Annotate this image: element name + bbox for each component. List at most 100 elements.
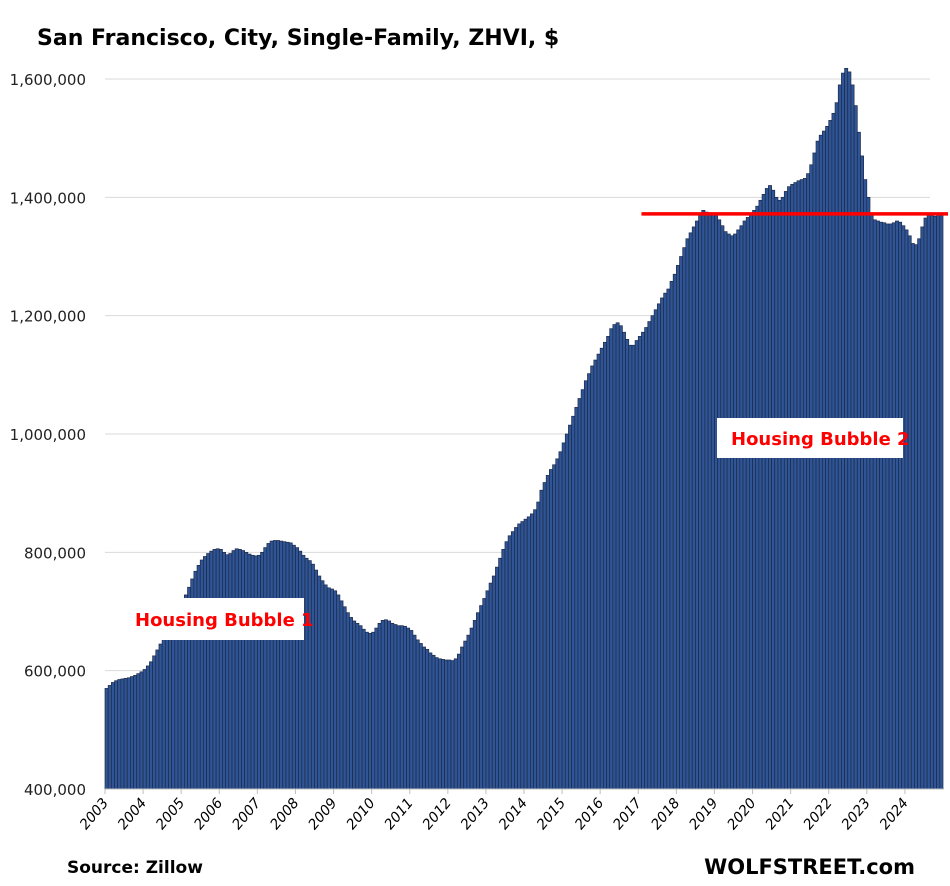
annotation-text: Housing Bubble 2 xyxy=(731,429,910,450)
bar xyxy=(676,265,680,790)
bar xyxy=(241,550,246,790)
bar xyxy=(488,582,493,790)
bar xyxy=(117,679,122,790)
bar xyxy=(806,173,811,790)
bar xyxy=(463,640,468,790)
x-tick-label: 2003 xyxy=(77,795,112,833)
bar xyxy=(428,652,433,790)
bar xyxy=(260,551,265,790)
bar xyxy=(520,521,525,790)
bar xyxy=(110,682,115,790)
bar xyxy=(380,620,385,790)
bar xyxy=(263,547,268,790)
bar xyxy=(736,229,741,790)
bar xyxy=(364,631,369,790)
bar xyxy=(815,140,820,790)
bar xyxy=(272,540,277,790)
bar xyxy=(498,557,503,790)
bar xyxy=(526,516,531,790)
bar xyxy=(387,620,392,790)
y-tick-label: 1,200,000 xyxy=(10,308,86,326)
bar xyxy=(352,620,357,790)
bar xyxy=(231,550,236,790)
bars xyxy=(104,67,944,790)
bar xyxy=(418,643,423,790)
bar xyxy=(237,549,242,790)
bar xyxy=(901,225,906,790)
bar xyxy=(152,655,157,790)
bar xyxy=(126,677,131,790)
bar xyxy=(403,625,407,790)
bar xyxy=(761,194,766,790)
bar xyxy=(933,215,937,790)
bar xyxy=(755,205,760,790)
bar xyxy=(650,315,655,790)
bar xyxy=(907,235,912,790)
bar xyxy=(682,247,687,790)
bar xyxy=(130,676,134,790)
bar xyxy=(609,328,614,790)
bar xyxy=(504,541,509,790)
bar xyxy=(206,553,211,790)
bar xyxy=(866,196,871,790)
bar xyxy=(536,501,541,790)
bar xyxy=(514,527,518,790)
bar xyxy=(510,531,515,790)
bar xyxy=(720,225,725,790)
bar xyxy=(707,212,712,790)
bar xyxy=(549,469,553,790)
bar xyxy=(349,617,353,790)
bar xyxy=(628,344,633,790)
bar xyxy=(898,221,903,790)
bar xyxy=(926,213,931,790)
bar xyxy=(491,575,496,790)
bar xyxy=(644,327,649,790)
bar xyxy=(317,575,322,790)
x-tick-label: 2015 xyxy=(534,795,569,833)
bar xyxy=(298,550,303,790)
bar xyxy=(552,464,557,790)
bar xyxy=(145,665,150,790)
bar xyxy=(250,554,255,790)
bar xyxy=(466,634,471,790)
bar xyxy=(523,518,528,790)
bar xyxy=(625,338,630,790)
x-tick-label: 2017 xyxy=(610,795,645,833)
bar xyxy=(168,625,172,790)
bar xyxy=(634,340,639,790)
bar xyxy=(885,223,890,790)
bar xyxy=(783,191,788,790)
bar xyxy=(203,556,207,790)
bar xyxy=(114,680,119,790)
bar xyxy=(882,222,887,790)
bar xyxy=(802,178,807,790)
x-tick-label: 2023 xyxy=(839,795,874,833)
x-tick-label: 2024 xyxy=(877,795,912,833)
y-axis: 400,000 600,000 800,000 1,000,000 1,200,000 1… xyxy=(10,71,86,799)
x-tick-label: 2022 xyxy=(801,795,836,833)
bar xyxy=(174,614,179,790)
bar xyxy=(729,235,734,790)
bar xyxy=(276,540,280,790)
bar xyxy=(879,221,884,790)
y-tick-label: 1,600,000 xyxy=(10,71,86,89)
bar xyxy=(542,482,547,790)
bar xyxy=(209,550,214,790)
bar xyxy=(310,563,315,790)
x-tick-label: 2011 xyxy=(382,795,417,833)
bar xyxy=(495,566,499,790)
bar xyxy=(291,544,296,790)
bar xyxy=(107,685,112,790)
bar xyxy=(409,630,414,790)
bar xyxy=(812,152,817,790)
bar xyxy=(374,627,379,790)
bar xyxy=(412,634,417,790)
brand-label: WOLFSTREET.com xyxy=(704,855,915,879)
x-tick-label: 2012 xyxy=(420,795,455,833)
bar xyxy=(434,657,439,790)
x-tick-label: 2005 xyxy=(153,795,188,833)
bar xyxy=(793,182,798,790)
bar xyxy=(923,217,928,790)
bar xyxy=(723,231,728,790)
bar xyxy=(171,620,176,790)
